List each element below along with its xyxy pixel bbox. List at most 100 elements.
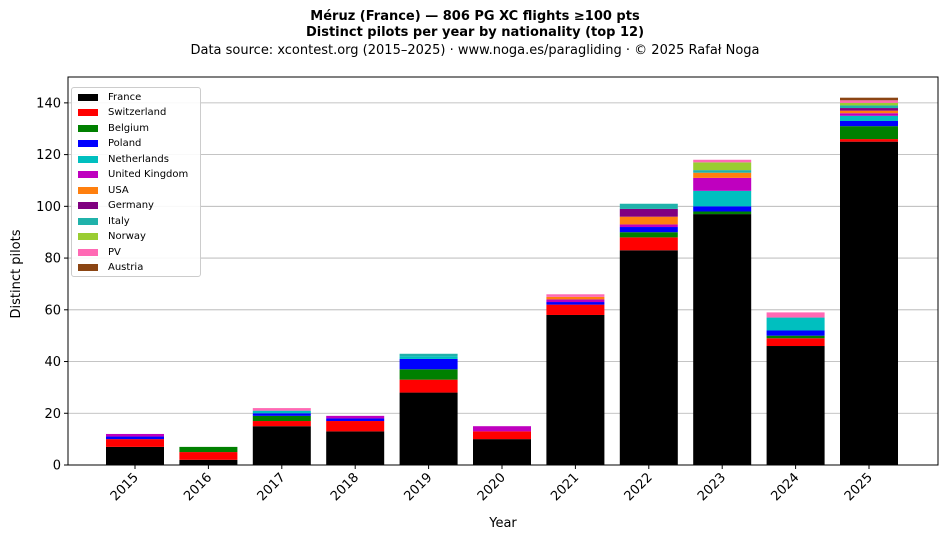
bar-segment-france-2016 xyxy=(179,459,238,465)
bar-segment-united-kingdom-2023 xyxy=(693,177,752,191)
bar-segment-switzerland-2024 xyxy=(766,338,825,347)
bar-segment-united-kingdom-2018 xyxy=(326,415,385,419)
legend-item: United Kingdom xyxy=(78,168,188,182)
y-axis-label: Distinct pilots xyxy=(9,229,24,318)
legend-label: United Kingdom xyxy=(108,169,189,180)
legend-item: Switzerland xyxy=(78,106,166,120)
legend-swatch xyxy=(78,155,98,163)
bar-segment-norway-2023 xyxy=(693,162,752,171)
y-tick-label: 80 xyxy=(44,252,61,267)
bar-segment-netherlands-2023 xyxy=(693,190,752,207)
y-tick-label: 100 xyxy=(36,200,61,215)
bar-segment-france-2025 xyxy=(840,141,898,465)
bar-segment-poland-2021 xyxy=(546,302,605,305)
bar-segment-belgium-2024 xyxy=(766,335,825,339)
legend-item: Austria xyxy=(78,261,143,275)
bar-segment-belgium-2016 xyxy=(179,446,238,453)
bar-segment-poland-2025 xyxy=(840,120,898,127)
bar-segment-united-kingdom-2021 xyxy=(546,299,605,303)
chart-legend: France Switzerland Belgium Poland Netherland… xyxy=(71,87,201,277)
bar-segment-united-kingdom-2025 xyxy=(840,113,898,116)
y-tick-label: 40 xyxy=(44,355,61,370)
bar-segment-usa-2021 xyxy=(546,296,605,300)
x-tick-label: 2016 xyxy=(181,470,215,504)
bar-segment-italy-2022 xyxy=(619,203,678,209)
bar-segment-poland-2018 xyxy=(326,418,385,422)
y-tick-label: 120 xyxy=(36,148,61,163)
x-tick-label: 2024 xyxy=(768,470,802,504)
bar-segment-switzerland-2020 xyxy=(473,431,531,440)
x-tick-label: 2022 xyxy=(622,470,656,504)
bar-segment-switzerland-2016 xyxy=(179,452,238,460)
legend-label: Austria xyxy=(108,262,144,273)
legend-item: France xyxy=(78,90,141,104)
bar-segment-netherlands-2024 xyxy=(766,317,825,331)
bar-segment-poland-2024 xyxy=(766,330,825,336)
legend-swatch xyxy=(78,248,98,256)
legend-item: Germany xyxy=(78,199,154,213)
bar-segment-germany-2022 xyxy=(619,208,678,217)
y-tick-label: 0 xyxy=(53,459,61,474)
bar-segment-netherlands-2025 xyxy=(840,115,898,121)
bar-segment-usa-2025 xyxy=(840,110,898,114)
legend-item: Belgium xyxy=(78,121,149,135)
bar-segment-switzerland-2025 xyxy=(840,139,898,142)
bar-segment-france-2020 xyxy=(473,439,531,465)
legend-swatch xyxy=(78,264,98,271)
bar-segment-france-2021 xyxy=(546,314,605,465)
chart-caption: Data source: xcontest.org (2015–2025) · … xyxy=(190,43,760,58)
legend-label: PV xyxy=(108,246,121,258)
x-tick-label: 2018 xyxy=(328,470,362,504)
bar-segment-france-2022 xyxy=(619,250,678,465)
bar-segment-germany-2025 xyxy=(840,108,898,111)
x-tick-label: 2021 xyxy=(548,470,582,504)
legend-label: France xyxy=(108,91,142,103)
bar-segment-italy-2025 xyxy=(840,105,898,109)
y-tick-label: 20 xyxy=(44,407,61,422)
bar-segment-belgium-2025 xyxy=(840,126,898,140)
legend-item: Poland xyxy=(78,137,141,151)
bar-segment-belgium-2022 xyxy=(619,232,678,238)
legend-swatch xyxy=(78,217,98,225)
bar-segment-belgium-2023 xyxy=(693,211,752,215)
bar-segment-poland-2015 xyxy=(106,436,164,440)
bar-segment-belgium-2017 xyxy=(252,415,311,422)
legend-label: Netherlands xyxy=(108,153,169,165)
legend-swatch xyxy=(78,140,98,147)
bar-segment-switzerland-2018 xyxy=(326,421,385,432)
bar-segment-switzerland-2021 xyxy=(546,304,605,315)
bar-segment-united-kingdom-2022 xyxy=(619,224,678,228)
legend-swatch xyxy=(78,93,98,101)
bar-segment-france-2018 xyxy=(326,431,385,465)
bar-segment-switzerland-2022 xyxy=(619,237,678,251)
bar-segment-poland-2022 xyxy=(619,227,678,233)
bar-segment-poland-2019 xyxy=(399,358,458,370)
bar-segment-switzerland-2015 xyxy=(106,439,164,447)
legend-label: USA xyxy=(108,184,129,196)
y-tick-label: 60 xyxy=(44,303,61,318)
legend-swatch xyxy=(78,124,98,132)
bar-segment-usa-2023 xyxy=(693,172,752,178)
legend-swatch xyxy=(78,186,98,194)
x-tick-label: 2017 xyxy=(255,470,289,504)
x-axis-label: Year xyxy=(488,516,517,531)
legend-item: USA xyxy=(78,183,129,197)
bar-segment-switzerland-2019 xyxy=(399,379,458,393)
legend-item: PV xyxy=(78,245,121,259)
legend-swatch xyxy=(78,233,98,240)
legend-item: Italy xyxy=(78,214,130,228)
bar-segment-france-2015 xyxy=(106,446,164,465)
bar-segment-france-2023 xyxy=(693,214,752,465)
bar-segment-netherlands-2017 xyxy=(252,410,311,414)
legend-label: Italy xyxy=(108,215,130,227)
y-tick-label: 140 xyxy=(36,96,61,111)
bar-segment-pv-2021 xyxy=(546,294,605,297)
legend-label: Germany xyxy=(108,200,154,211)
x-tick-label: 2020 xyxy=(475,470,509,504)
legend-swatch xyxy=(78,109,98,116)
bar-segment-pv-2023 xyxy=(693,159,752,163)
bar-segment-austria-2025 xyxy=(840,97,898,101)
chart-subtitle: Distinct pilots per year by nationality … xyxy=(305,25,645,40)
bar-segment-pv-2024 xyxy=(766,312,825,318)
